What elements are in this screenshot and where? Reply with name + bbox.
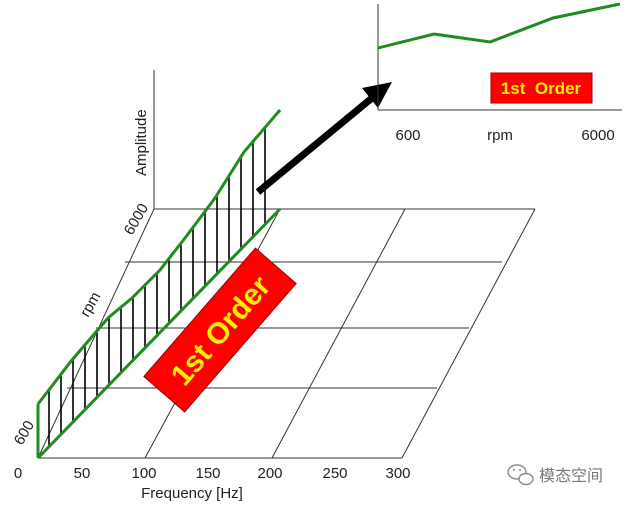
frequency-tick: 250	[322, 465, 347, 482]
amplitude-axis-label: Amplitude	[133, 109, 150, 176]
frequency-tick: 150	[195, 465, 220, 482]
order-plot-label: 1st Order	[501, 79, 582, 98]
floor-depth-line	[401, 208, 536, 459]
order-plot-label-box	[490, 72, 593, 104]
wechat-icon	[507, 464, 534, 486]
order-slice-base-line	[36, 207, 282, 460]
frequency-tick: 0	[14, 465, 22, 482]
order-slice	[36, 109, 282, 460]
frequency-tick: 300	[385, 465, 410, 482]
rpm-tick-600: 600	[11, 418, 38, 448]
frequency-tick: 200	[257, 465, 282, 482]
order-plot-tick-600: 600	[395, 127, 420, 144]
arrow	[255, 82, 392, 195]
frequency-ticks: 0 50 100 150 200 250 300	[14, 465, 411, 482]
frequency-axis-label: Frequency [Hz]	[141, 485, 243, 502]
order-slice-top-curve	[36, 109, 282, 405]
frequency-tick: 100	[131, 465, 156, 482]
order-plot-line	[377, 2, 621, 50]
floor-depth-line	[271, 208, 406, 459]
watermark: 模态空间	[507, 464, 603, 486]
order-plot: 1st Order 600 rpm 6000	[377, 2, 622, 144]
order-plot-x-label: rpm	[487, 127, 513, 144]
order-plot-tick-6000: 6000	[581, 127, 614, 144]
watermark-text: 模态空间	[539, 466, 603, 485]
rpm-tick-6000: 6000	[121, 201, 152, 238]
rpm-axis-label: rpm	[77, 289, 105, 320]
frequency-tick: 50	[74, 465, 91, 482]
order-slice-hatching	[48, 127, 266, 447]
waterfall-floor-grid	[37, 208, 536, 459]
